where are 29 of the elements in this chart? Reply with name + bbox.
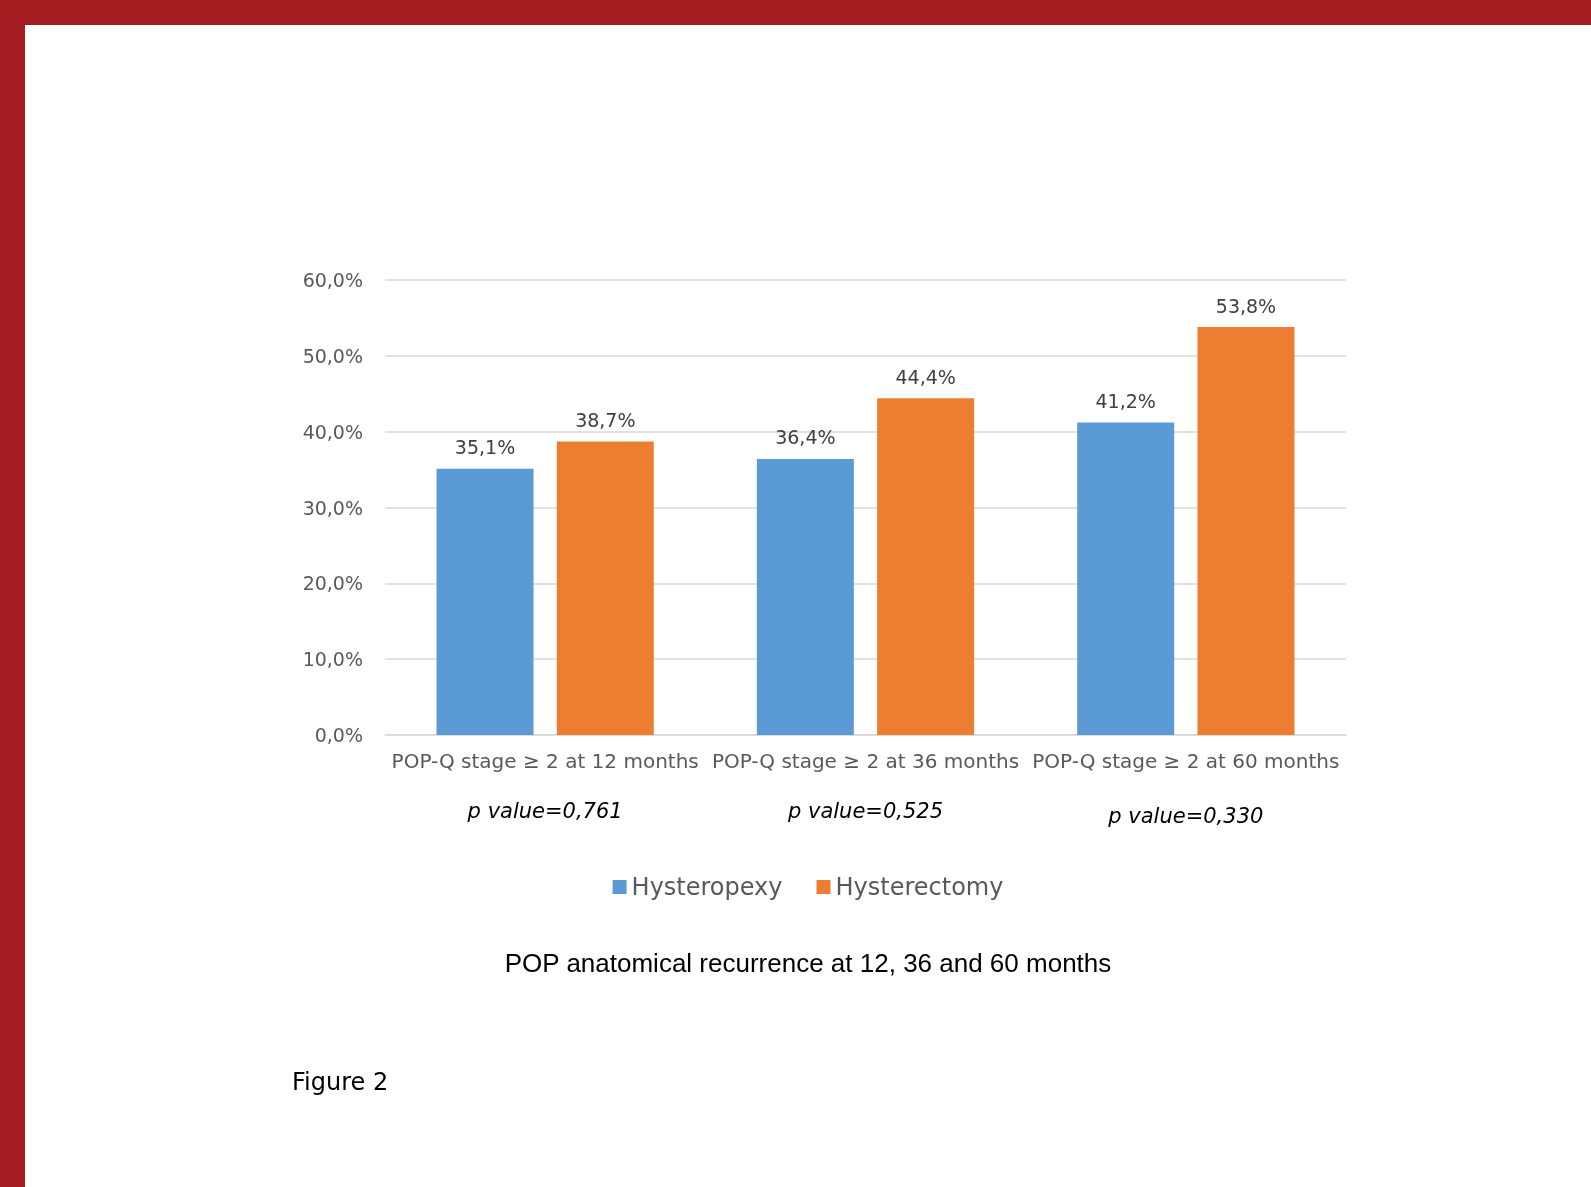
y-tick-label: 30,0% [302, 496, 363, 519]
y-tick-label: 60,0% [302, 269, 363, 291]
data-label: 35,1% [454, 436, 516, 459]
text: p value=0,330 [1107, 803, 1264, 828]
y-tick-label: 50,0% [302, 344, 363, 367]
data-label: 44,4% [895, 365, 956, 388]
text: POP anatomical recurrence at 12, 36 and 60 months [504, 948, 1112, 978]
bar [436, 468, 534, 735]
y-tick-label: 20,0% [302, 572, 363, 595]
bar [556, 441, 654, 735]
x-tick-label: POP-Q stage ≥ 2 at 36 months [711, 749, 1020, 773]
data-label: 38,7% [575, 409, 636, 432]
legend-label: Hysteropexy [631, 873, 783, 901]
bar [877, 398, 975, 735]
caption: Figure 2 [292, 1068, 389, 1096]
text: p value=0,761 [466, 798, 623, 823]
bar [1077, 422, 1175, 735]
y-tick-label: 0,0% [314, 724, 363, 746]
x-tick-label: POP-Q stage ≥ 2 at 60 months [1032, 749, 1340, 773]
y-tick-label: 40,0% [302, 420, 363, 443]
text: p value=0,525 [786, 798, 944, 823]
data-label: 41,2% [1095, 390, 1156, 413]
data-label: 53,8% [1215, 294, 1277, 317]
data-label: 36,4% [775, 426, 836, 449]
bar [756, 458, 854, 735]
bar [1197, 327, 1295, 735]
y-tick-label: 10,0% [302, 648, 363, 671]
legend-label: Hysterectomy [835, 873, 1004, 901]
x-tick-label: POP-Q stage ≥ 2 at 12 months [391, 749, 699, 773]
